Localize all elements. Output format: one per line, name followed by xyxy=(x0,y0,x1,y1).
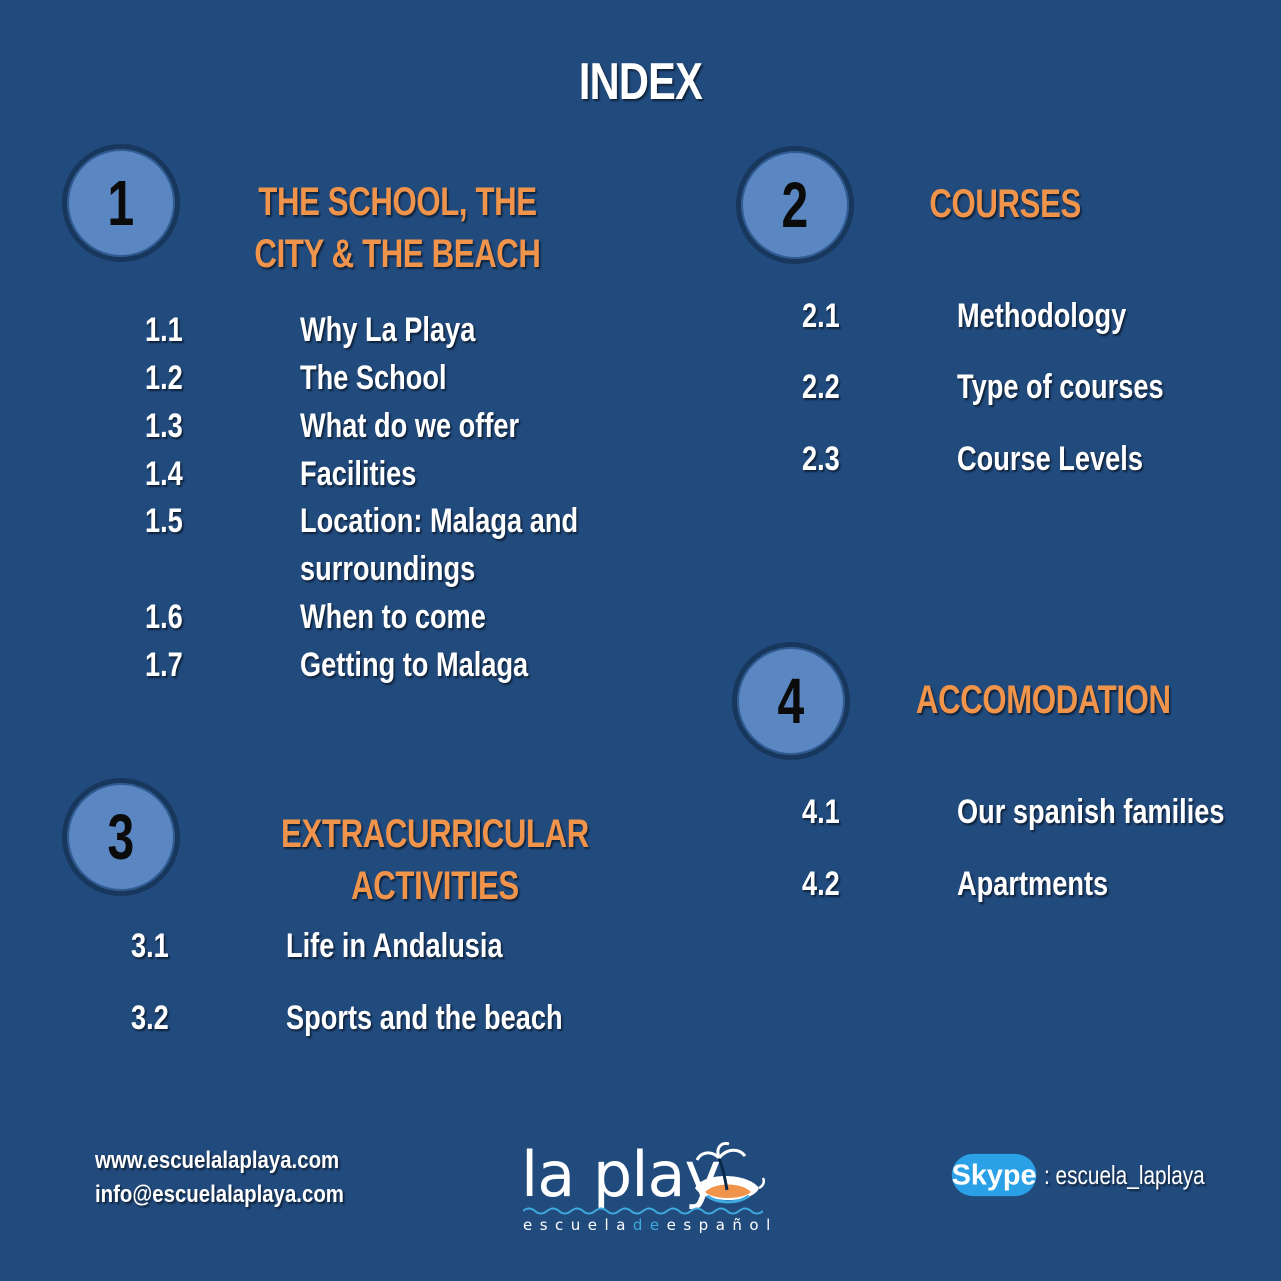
section-1-number: 1 xyxy=(107,167,135,239)
wave-line-icon xyxy=(523,1207,763,1215)
section-3-number: 3 xyxy=(107,801,135,873)
section-2-number: 2 xyxy=(781,169,809,241)
section-3-title: EXTRACURRICULAR ACTIVITIES xyxy=(281,812,589,908)
section-1-number-circle: 1 xyxy=(62,144,180,262)
logo-wordmark: la play xyxy=(521,1138,721,1211)
skype-logo: Skype xyxy=(952,1153,1037,1197)
section-1-title: THE SCHOOL, THE CITY & THE BEACH xyxy=(254,180,541,276)
section-2-title: COURSES xyxy=(929,182,1081,226)
section-4-title: ACCOMODATION xyxy=(915,678,1171,722)
email-link[interactable]: info@escuelalaplaya.com xyxy=(95,1181,344,1208)
skype-handle: : escuela_laplaya xyxy=(1044,1160,1205,1190)
website-link[interactable]: www.escuelalaplaya.com xyxy=(95,1147,340,1174)
contact-block: www.escuelalaplaya.com info@escuelalapla… xyxy=(95,1144,388,1212)
section-4-number-circle: 4 xyxy=(732,642,850,760)
palm-tree-icon xyxy=(695,1142,765,1204)
la-playa-logo: la play escueladeespañol xyxy=(515,1138,770,1238)
section-4-number: 4 xyxy=(777,665,805,737)
page-title: INDEX xyxy=(578,53,703,111)
skype-logo-text: Skype xyxy=(952,1160,1037,1192)
logo-subtitle: escueladeespañol xyxy=(523,1216,778,1234)
section-2-number-circle: 2 xyxy=(736,146,854,264)
section-3-number-circle: 3 xyxy=(62,778,180,896)
